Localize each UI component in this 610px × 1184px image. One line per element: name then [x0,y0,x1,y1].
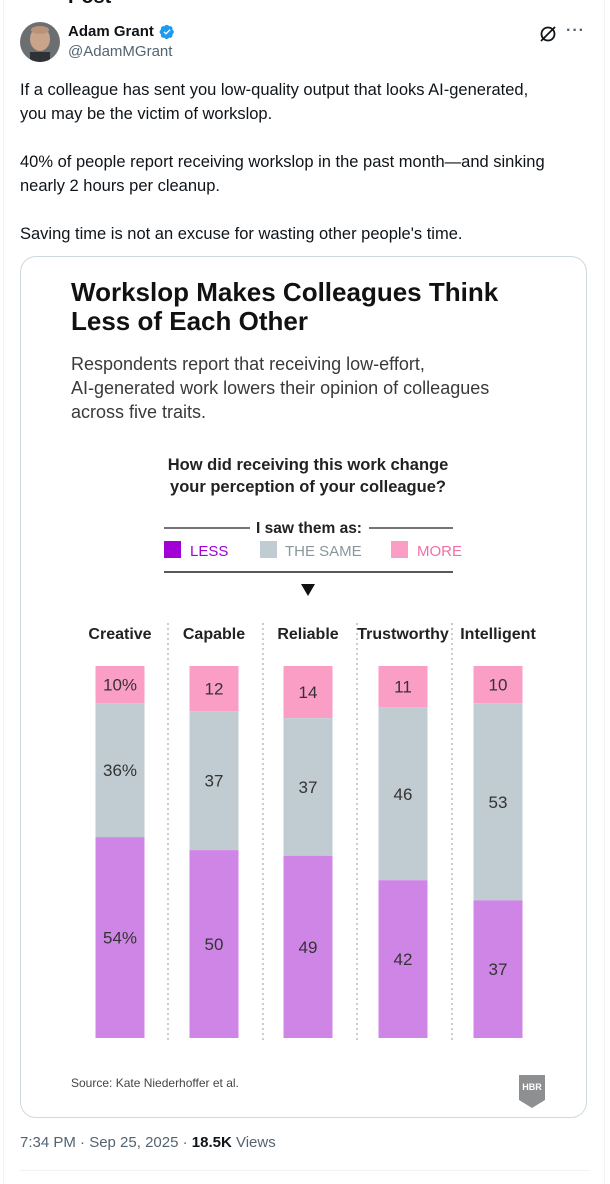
legend-label-same: THE SAME [285,543,362,560]
data-label: 37 [489,960,508,979]
bar-segment-less [189,850,239,1038]
tweet-line: If a colleague has sent you low-quality … [20,81,529,99]
bar-segment-the-same [189,711,239,851]
bar-segment-the-same [283,718,333,856]
data-label: 12 [205,680,224,699]
views-count: 18.5K [191,1134,232,1151]
tweet-line: 40% of people report receiving workslop … [20,153,545,171]
hbr-logo-text: HBR [522,1082,542,1092]
data-label: 49 [299,938,318,957]
down-arrow-icon [301,584,315,596]
infographic-title: Less of Each Other [71,306,308,336]
data-label: 50 [205,935,224,954]
legend-label-more: MORE [417,543,462,560]
category-label: Reliable [277,626,338,643]
grok-icon[interactable] [538,24,558,44]
chart-question: How did receiving this work change [168,456,449,474]
data-label: 42 [394,950,413,969]
legend-swatch-more [391,541,408,558]
header-title: Post [68,0,111,9]
category-label: Trustworthy [357,626,449,643]
hbr-logo [519,1075,545,1108]
chart-question: your perception of your colleague? [170,478,446,496]
bar-segment-more [189,666,239,712]
data-label: 11 [394,678,412,697]
more-options-icon[interactable]: ··· [566,22,585,39]
infographic-image: Workslop Makes Colleagues Think Less of … [71,277,545,1108]
tweet-line: Saving time is not an excuse for wasting… [20,225,463,243]
category-label: Creative [88,626,151,643]
bar-segment-less [473,900,523,1038]
tweet-line: nearly 2 hours per cleanup. [20,177,220,195]
bar-segment-less [283,855,333,1038]
bar-segment-the-same [95,703,145,838]
legend-label-less: LESS [190,543,228,560]
tweet-line: you may be the victim of workslop. [20,105,273,123]
data-label: 37 [299,778,318,797]
data-label: 10 [489,676,508,695]
bar-segment-more [473,666,523,704]
post-time[interactable]: 7:34 PM · Sep 25, 2025 · [20,1134,192,1151]
data-label: 10% [103,676,137,695]
legend-swatch-same [260,541,277,558]
right-border [604,0,605,1184]
verified-badge-icon [159,24,174,40]
divider [20,1170,590,1171]
tweet-text: If a colleague has sent you low-quality … [20,78,590,246]
category-label: Capable [183,626,245,643]
infographic-subtitle: AI-generated work lowers their opinion o… [71,378,489,398]
legend-swatch-less [164,541,181,558]
tweet-metadata: 7:34 PM · Sep 25, 2025 · 18.5K Views [20,1134,276,1151]
infographic-subtitle: across five traits. [71,402,206,422]
data-label: 54% [103,929,137,948]
avatar[interactable] [20,22,60,62]
bar-segment-more [378,666,428,708]
bar-segment-more [95,666,145,704]
author-handle[interactable]: @AdamMGrant [68,43,173,60]
stacked-bar-chart: Creative 10% 36% 54% Capable 12 37 50 Reliable 14… [88,623,536,1041]
views-label: Views [231,1134,276,1151]
author-name[interactable]: Adam Grant [68,23,154,40]
data-label: 36% [103,761,137,780]
left-border [3,0,4,1184]
source-note: Source: Kate Niederhoffer et al. [71,1076,239,1090]
data-label: 14 [299,683,318,702]
bar-segment-the-same [473,703,523,901]
data-label: 37 [205,772,224,791]
data-label: 53 [489,793,508,812]
bar-segment-the-same [378,707,428,881]
header-bar: Post [0,0,610,8]
media-card[interactable]: Workslop Makes Colleagues Think Less of … [20,256,587,1118]
legend-heading: I saw them as: [256,520,362,537]
infographic-subtitle: Respondents report that receiving low-ef… [71,354,425,374]
infographic-title: Workslop Makes Colleagues Think [71,277,499,307]
bar-segment-less [378,880,428,1038]
category-label: Intelligent [460,626,536,643]
bar-segment-more [283,666,333,719]
data-label: 46 [394,785,413,804]
bar-segment-less [95,837,145,1038]
